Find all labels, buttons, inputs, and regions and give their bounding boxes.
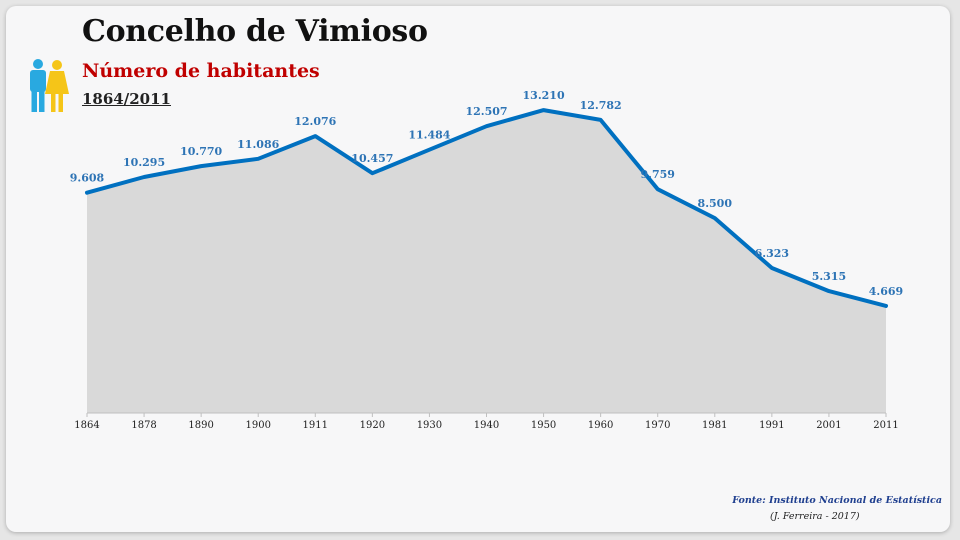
x-tick-label: 1991 [759, 420, 784, 431]
man-icon [30, 59, 46, 112]
author-credit: (J. Ferreira - 2017) [770, 511, 860, 522]
x-tick-label: 1981 [702, 420, 727, 431]
woman-icon [45, 60, 69, 112]
x-tick-label: 1890 [188, 420, 213, 431]
data-label: 9.608 [70, 172, 105, 185]
x-tick-label: 2011 [873, 420, 898, 431]
data-label: 10.770 [180, 145, 222, 158]
period-label: 1864/2011 [82, 90, 171, 108]
data-label: 4.669 [869, 285, 903, 298]
data-label: 9.759 [640, 168, 674, 181]
area-fill [87, 110, 886, 413]
x-tick-label: 2001 [816, 420, 841, 431]
data-label: 6.323 [755, 247, 789, 260]
data-label: 8.500 [698, 197, 733, 210]
data-label: 10.457 [351, 152, 393, 165]
population-line [85, 108, 888, 308]
data-label: 12.782 [580, 99, 622, 112]
x-tick-label: 1970 [645, 420, 670, 431]
data-label: 5.315 [812, 270, 846, 283]
data-label: 12.076 [294, 115, 336, 128]
x-tick-label: 1911 [303, 420, 328, 431]
x-tick-label: 1900 [245, 420, 270, 431]
data-label: 12.507 [465, 105, 507, 118]
x-tick-label: 1920 [360, 420, 385, 431]
x-tick-label: 1960 [588, 420, 613, 431]
data-label: 10.295 [123, 156, 165, 169]
page-title: Concelho de Vimioso [82, 14, 428, 49]
x-tick-label: 1930 [417, 420, 442, 431]
x-tick-label: 1950 [531, 420, 556, 431]
page-subtitle: Número de habitantes [82, 60, 320, 82]
source-note: Fonte: Instituto Nacional de Estatística [732, 495, 942, 506]
data-label: 13.210 [523, 89, 565, 102]
data-label: 11.484 [408, 129, 450, 142]
x-tick-label: 1864 [74, 420, 99, 431]
x-tick-label: 1878 [131, 420, 156, 431]
data-label: 11.086 [237, 138, 279, 151]
people-icon [30, 59, 69, 112]
x-tick-label: 1940 [474, 420, 499, 431]
